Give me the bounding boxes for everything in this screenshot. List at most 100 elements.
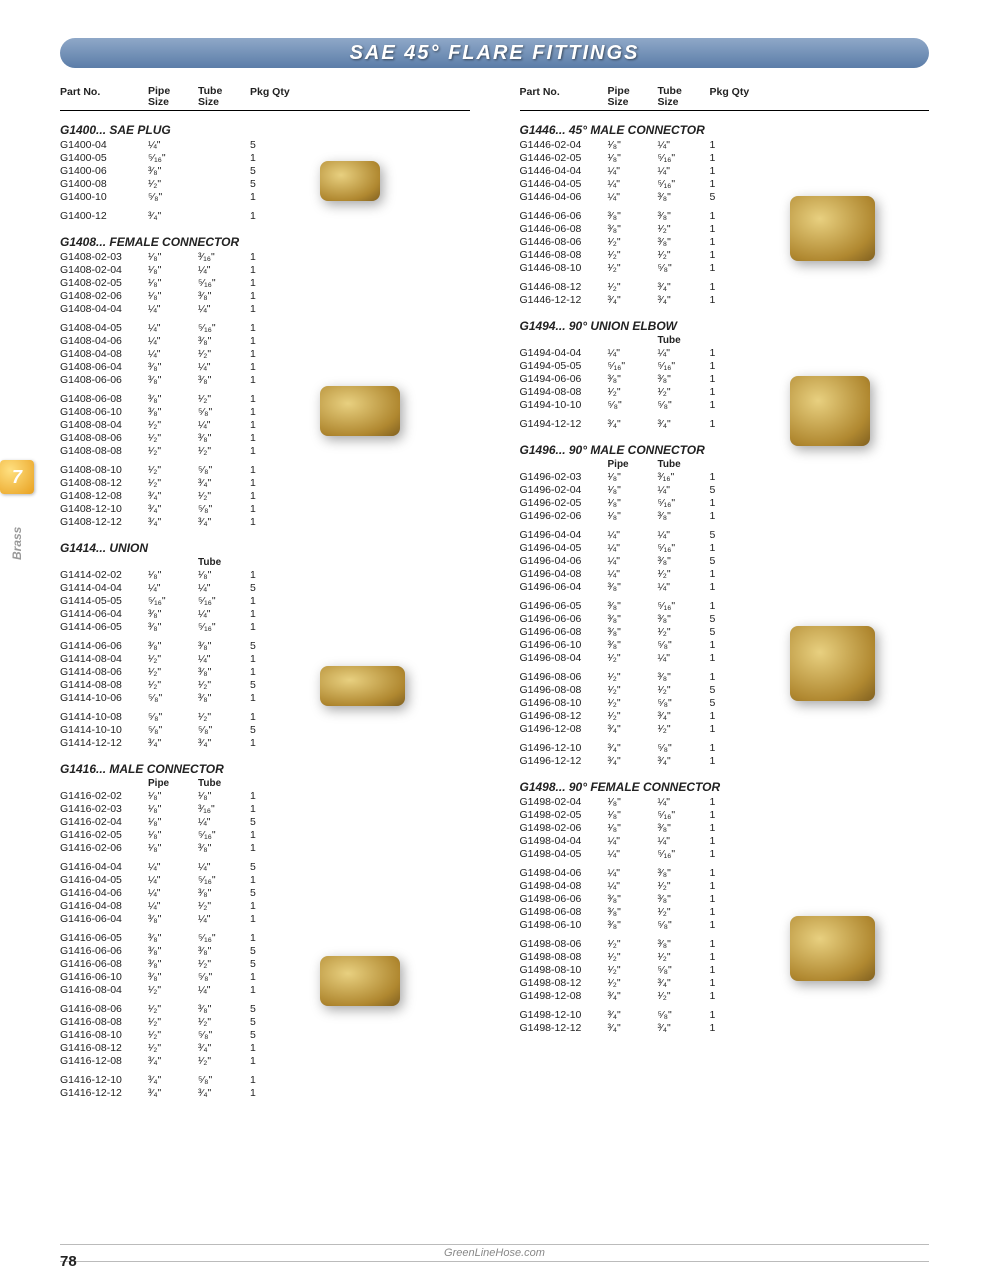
row-group: G1496-02-03¹⁄₈"³⁄₁₆"1G1496-02-04¹⁄₈"¼"5G…: [520, 471, 930, 523]
cell-qty: 1: [710, 373, 740, 386]
section-subhead: PipeTube: [520, 459, 930, 470]
cell-part: G1416-08-10: [60, 1029, 148, 1042]
table-row: G1416-04-06¼"³⁄₈"5: [60, 887, 470, 900]
cell-part: G1414-06-04: [60, 608, 148, 621]
cell-qty: 5: [710, 697, 740, 710]
cell-part: G1416-02-03: [60, 803, 148, 816]
table-row: G1496-02-04¹⁄₈"¼"5: [520, 484, 930, 497]
table-row: G1408-02-05¹⁄₈"⁵⁄₁₆"1: [60, 277, 470, 290]
row-group: G1416-12-10³⁄₄"⁵⁄₈"1G1416-12-12³⁄₄"³⁄₄"1: [60, 1074, 470, 1100]
cell-part: G1400-06: [60, 165, 148, 178]
cell-pipe: ³⁄₄": [608, 418, 658, 431]
cell-pipe: ¹⁄₈": [608, 471, 658, 484]
cell-part: G1496-04-05: [520, 542, 608, 555]
cell-pipe: ¼": [608, 880, 658, 893]
cell-tube: ⁵⁄₈": [658, 964, 710, 977]
cell-pipe: ¹⁄₂": [608, 951, 658, 964]
cell-part: G1416-08-08: [60, 1016, 148, 1029]
cell-pipe: ³⁄₈": [148, 640, 198, 653]
cell-tube: ⁵⁄₁₆": [658, 542, 710, 555]
cell-part: G1496-04-08: [520, 568, 608, 581]
cell-part: G1408-04-06: [60, 335, 148, 348]
cell-part: G1496-08-04: [520, 652, 608, 665]
table-row: G1496-06-05³⁄₈"⁵⁄₁₆"1: [520, 600, 930, 613]
table-row: G1498-02-06¹⁄₈"³⁄₈"1: [520, 822, 930, 835]
cell-tube: ¹⁄₂": [658, 568, 710, 581]
table-row: G1496-04-06¼"³⁄₈"5: [520, 555, 930, 568]
cell-pipe: ³⁄₄": [148, 737, 198, 750]
cell-pipe: ³⁄₈": [608, 919, 658, 932]
table-row: G1416-08-12¹⁄₂"³⁄₄"1: [60, 1042, 470, 1055]
section-subhead: Tube: [520, 335, 930, 346]
table-row: G1498-12-10³⁄₄"⁵⁄₈"1: [520, 1009, 930, 1022]
cell-tube: ¼": [658, 165, 710, 178]
table-row: G1408-08-10¹⁄₂"⁵⁄₈"1: [60, 464, 470, 477]
cell-part: G1496-02-06: [520, 510, 608, 523]
cell-qty: 1: [250, 445, 280, 458]
cell-pipe: ¹⁄₈": [148, 829, 198, 842]
cell-part: G1496-06-04: [520, 581, 608, 594]
cell-pipe: ³⁄₈": [148, 932, 198, 945]
page-header: SAE 45° FLARE FITTINGS: [60, 38, 929, 68]
header-pipe: PipeSize: [608, 86, 658, 108]
cell-qty: 5: [250, 958, 280, 971]
table-row: G1498-02-05¹⁄₈"⁵⁄₁₆"1: [520, 809, 930, 822]
table-row: G1414-10-10⁵⁄₈"⁵⁄₈"5: [60, 724, 470, 737]
table-row: G1400-10⁵⁄₈"1: [60, 191, 470, 204]
cell-tube: [198, 191, 250, 204]
header-pipe: PipeSize: [148, 86, 198, 108]
row-group: G1408-06-08³⁄₈"¹⁄₂"1G1408-06-10³⁄₈"⁵⁄₈"1…: [60, 393, 470, 458]
row-group: G1498-02-04¹⁄₈"¼"1G1498-02-05¹⁄₈"⁵⁄₁₆"1G…: [520, 796, 930, 861]
table-row: G1416-04-08¼"¹⁄₂"1: [60, 900, 470, 913]
cell-qty: 1: [710, 600, 740, 613]
cell-qty: 1: [710, 165, 740, 178]
cell-qty: 1: [710, 249, 740, 262]
cell-qty: 1: [710, 418, 740, 431]
cell-part: G1408-12-10: [60, 503, 148, 516]
product-image: [320, 956, 400, 1006]
cell-qty: 5: [250, 178, 280, 191]
cell-pipe: ¹⁄₈": [148, 251, 198, 264]
cell-part: G1496-08-10: [520, 697, 608, 710]
cell-pipe: ¹⁄₂": [608, 249, 658, 262]
table-row: G1496-04-08¼"¹⁄₂"1: [520, 568, 930, 581]
cell-pipe: ³⁄₄": [148, 1055, 198, 1068]
cell-pipe: ¹⁄₂": [148, 1003, 198, 1016]
row-group: G1416-08-06¹⁄₂"³⁄₈"5G1416-08-08¹⁄₂"¹⁄₂"5…: [60, 1003, 470, 1068]
row-group: G1496-12-10³⁄₄"⁵⁄₈"1G1496-12-12³⁄₄"³⁄₄"1: [520, 742, 930, 768]
cell-pipe: ¹⁄₈": [148, 816, 198, 829]
cell-tube: ³⁄₄": [198, 477, 250, 490]
table-row: G1416-02-02¹⁄₈"¹⁄₈"1: [60, 790, 470, 803]
table-row: G1414-10-06⁵⁄₈"³⁄₈"1: [60, 692, 470, 705]
cell-pipe: ³⁄₄": [148, 503, 198, 516]
cell-tube: ¹⁄₂": [658, 223, 710, 236]
cell-part: G1416-04-04: [60, 861, 148, 874]
cell-qty: 1: [250, 984, 280, 997]
cell-qty: 1: [710, 938, 740, 951]
cell-tube: ¹⁄₂": [658, 723, 710, 736]
cell-qty: 1: [250, 790, 280, 803]
cell-tube: ¼": [198, 419, 250, 432]
cell-qty: 1: [710, 893, 740, 906]
table-row: G1414-06-05³⁄₈"⁵⁄₁₆"1: [60, 621, 470, 634]
cell-pipe: ¹⁄₈": [608, 796, 658, 809]
cell-pipe: ³⁄₈": [608, 613, 658, 626]
row-group: G1408-02-03¹⁄₈"³⁄₁₆"1G1408-02-04¹⁄₈"¼"1G…: [60, 251, 470, 316]
header-part: Part No.: [520, 86, 608, 108]
cell-tube: ³⁄₄": [198, 516, 250, 529]
cell-tube: ¹⁄₂": [198, 445, 250, 458]
cell-tube: ³⁄₈": [198, 290, 250, 303]
cell-qty: 1: [710, 294, 740, 307]
cell-pipe: ³⁄₄": [148, 1074, 198, 1087]
table-row: G1416-02-04¹⁄₈"¼"5: [60, 816, 470, 829]
cell-pipe: ³⁄₈": [148, 165, 198, 178]
cell-pipe: ¹⁄₈": [148, 277, 198, 290]
cell-part: G1496-02-04: [520, 484, 608, 497]
cell-part: G1446-06-08: [520, 223, 608, 236]
cell-part: G1414-12-12: [60, 737, 148, 750]
row-group: G1400-12³⁄₄"1: [60, 210, 470, 223]
table-row: G1408-06-04³⁄₈"¼"1: [60, 361, 470, 374]
cell-pipe: ¹⁄₈": [608, 822, 658, 835]
table-row: G1498-04-05¼"⁵⁄₁₆"1: [520, 848, 930, 861]
cell-part: G1408-02-06: [60, 290, 148, 303]
